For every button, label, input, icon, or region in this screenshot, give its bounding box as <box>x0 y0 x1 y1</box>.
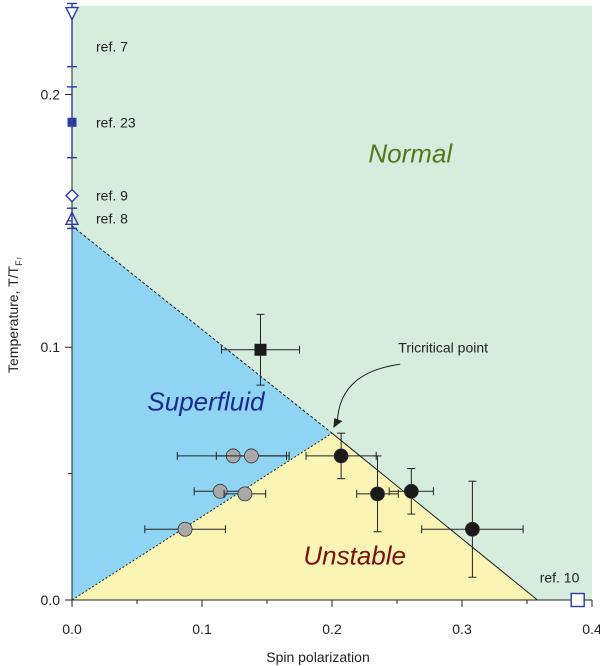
phase-regions <box>72 6 592 600</box>
axes: 0.0 0.1 0.2 0.3 0.4 0.0 0.1 0.2 Spin polarizatio… <box>5 6 600 665</box>
superfluid-normal-boundary <box>71 225 333 434</box>
y-axis-label-subscript: F↑ <box>14 256 24 266</box>
phase-boundaries <box>71 225 538 601</box>
region-label-superfluid: Superfluid <box>147 386 266 416</box>
ref-label: ref. 10 <box>540 569 580 585</box>
x-tick-label: 0.3 <box>452 621 472 637</box>
ref-marker-triangle-up <box>64 210 80 226</box>
ref-marker-square-open <box>570 592 585 608</box>
x-tick-label: 0.0 <box>62 621 82 637</box>
ref-marker-square-filled <box>67 117 77 127</box>
y-tick-label: 0.1 <box>41 339 61 355</box>
region-label-normal: Normal <box>368 139 453 169</box>
superfluid-region <box>72 225 332 600</box>
ref-marker-triangle-down <box>64 6 80 22</box>
data-point-circle <box>333 448 349 464</box>
x-tick-label: 0.4 <box>582 621 600 637</box>
data-point-circle <box>370 486 385 502</box>
data-point-circle <box>464 521 480 537</box>
tricritical-arrow <box>336 363 401 423</box>
superfluid-unstable-boundary <box>71 432 333 601</box>
chart-labels: Normal Superfluid Unstable Tricritical poin… <box>147 139 488 571</box>
tricritical-point-label: Tricritical point <box>398 339 488 355</box>
y-axis-label: Temperature, T/TF↑ <box>5 256 24 373</box>
unstable-region <box>72 433 538 600</box>
y-tick-label: 0.0 <box>41 592 61 608</box>
ref-marker-diamond <box>65 188 79 203</box>
ref-label: ref. 8 <box>96 210 128 226</box>
region-label-unstable: Unstable <box>303 541 406 571</box>
ref-label: ref. 9 <box>96 188 128 204</box>
y-tick-label: 0.2 <box>41 86 61 102</box>
x-tick-label: 0.1 <box>192 621 212 637</box>
data-point-circle <box>177 521 193 537</box>
reference-markers: ref. 7 ref. 23 ref. 9 ref. 8 ref. 10 <box>64 2 585 608</box>
data-points <box>144 313 524 578</box>
data-point-square <box>254 343 267 356</box>
x-axis-label: Spin polarization <box>266 649 370 665</box>
data-point-circle <box>237 486 253 502</box>
tricritical-arrowhead <box>333 418 343 429</box>
y-axis-label-main: Temperature, T/T <box>5 265 21 373</box>
ref-label: ref. 23 <box>96 114 136 130</box>
data-point-circle <box>212 483 228 499</box>
data-point-circle <box>243 448 259 464</box>
unstable-normal-boundary <box>331 432 538 601</box>
data-point-circle <box>403 483 419 499</box>
x-tick-label: 0.2 <box>322 621 342 637</box>
ref-label: ref. 7 <box>96 38 128 54</box>
